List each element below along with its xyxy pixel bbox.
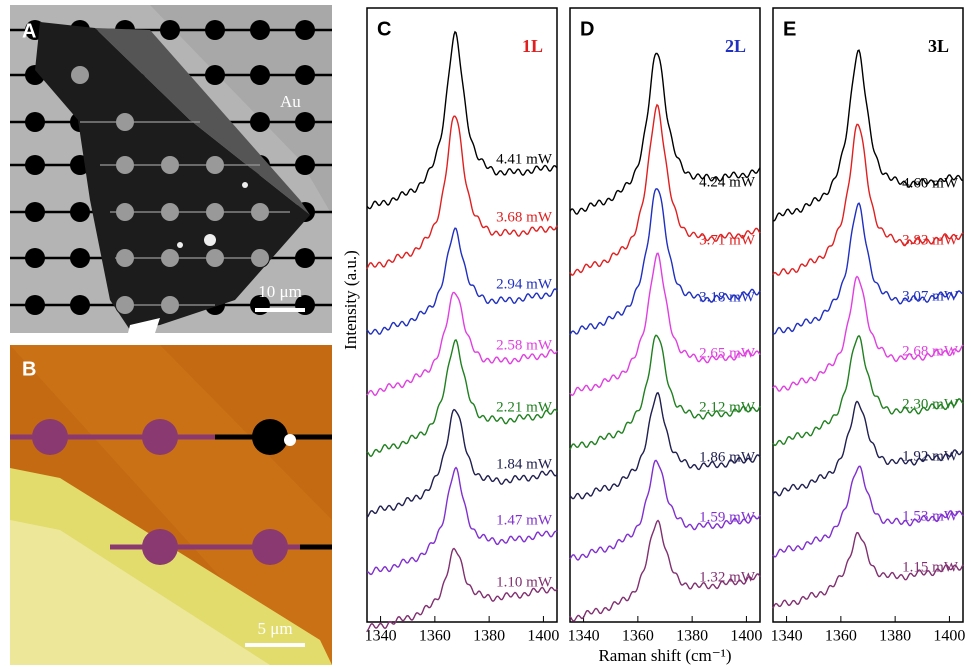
spectrum-trace (366, 30, 558, 210)
spectrum-trace (772, 49, 963, 222)
panel-label: C (377, 18, 391, 40)
power-label: 1.92 mW (902, 448, 959, 464)
power-label: 3.07 mW (902, 288, 959, 304)
x-tick-label: 1400 (730, 628, 762, 645)
panel-label: E (783, 18, 796, 40)
power-label: 4.41 mW (496, 151, 553, 167)
spectrum-trace (772, 531, 964, 609)
spectrum-trace (366, 547, 558, 632)
power-label: 2.94 mW (496, 276, 553, 292)
y-axis-label: Intensity (a.u.) (341, 250, 360, 350)
spectrum-trace (569, 519, 761, 622)
spectrum-trace (366, 115, 558, 270)
power-label: 1.84 mW (496, 456, 553, 472)
scale-bar-label: 10 μm (258, 282, 302, 301)
power-label: 1.86 mW (699, 449, 756, 465)
spectrum-trace (569, 459, 761, 561)
power-label: 2.58 mW (496, 337, 553, 353)
power-label: 3.71 mW (699, 232, 756, 248)
power-label: 2.68 mW (902, 343, 959, 359)
x-tick-label: 1400 (933, 628, 965, 645)
power-label: 1.47 mW (496, 512, 553, 528)
power-label: 2.30 mW (902, 396, 959, 412)
spectrum-trace (772, 202, 964, 335)
x-tick-label: 1400 (527, 628, 559, 645)
layer-label: 1L (522, 36, 543, 56)
x-tick-label: 1360 (419, 628, 451, 645)
x-tick-label: 1380 (473, 628, 505, 645)
spectrum-trace (569, 252, 761, 396)
x-tick-label: 1340 (365, 628, 397, 645)
plot-frame (366, 7, 558, 623)
power-label: 1.10 mW (496, 574, 553, 590)
spectrum-trace (772, 123, 964, 276)
spectrum-trace (772, 400, 964, 497)
power-label: 3.18 mW (699, 289, 756, 305)
spectrum-trace (569, 103, 761, 276)
spectrum-trace (569, 391, 761, 500)
power-label: 1.53 mW (902, 508, 959, 524)
x-tick-label: 1380 (879, 628, 911, 645)
power-label: 2.12 mW (699, 399, 756, 415)
power-label: 4.24 mW (699, 174, 756, 190)
power-label: 2.21 mW (496, 399, 553, 415)
scale-bar-label: 5 μm (257, 619, 292, 638)
x-tick-label: 1380 (676, 628, 708, 645)
spectrum-trace (366, 291, 558, 397)
spectrum-trace (366, 227, 558, 335)
plot-frame (772, 7, 964, 623)
panel-label: B (22, 358, 36, 380)
spectrum-trace (569, 52, 761, 215)
layer-label: 2L (725, 36, 746, 56)
x-tick-label: 1360 (622, 628, 654, 645)
spectrum-trace (367, 466, 558, 576)
layer-label: 3L (928, 36, 949, 56)
spectrum-trace (366, 408, 558, 518)
spectrum-trace (772, 465, 964, 558)
x-tick-label: 1340 (771, 628, 803, 645)
power-label: 1.32 mW (699, 569, 756, 585)
panel-b-image (10, 345, 332, 665)
power-label: 1.59 mW (699, 509, 756, 525)
panel-a-image (10, 5, 332, 333)
power-label: 4.60 mW (902, 175, 959, 191)
plot-frame (569, 7, 761, 623)
spectrum-trace (569, 334, 761, 450)
panel-label: A (22, 20, 36, 42)
x-axis-label: Raman shift (cm⁻¹) (598, 646, 731, 665)
spectrum-trace (569, 188, 761, 336)
spectrum-trace (772, 334, 964, 447)
x-tick-label: 1360 (825, 628, 857, 645)
power-label: 2.65 mW (699, 345, 756, 361)
power-label: 3.83 mW (902, 232, 959, 248)
panel-label: D (580, 18, 594, 40)
spectrum-trace (366, 338, 558, 458)
power-label: 3.68 mW (496, 209, 553, 225)
x-tick-label: 1340 (568, 628, 600, 645)
spectrum-trace (772, 275, 964, 392)
material-label: Au (280, 92, 301, 111)
power-label: 1.15 mW (902, 559, 959, 575)
